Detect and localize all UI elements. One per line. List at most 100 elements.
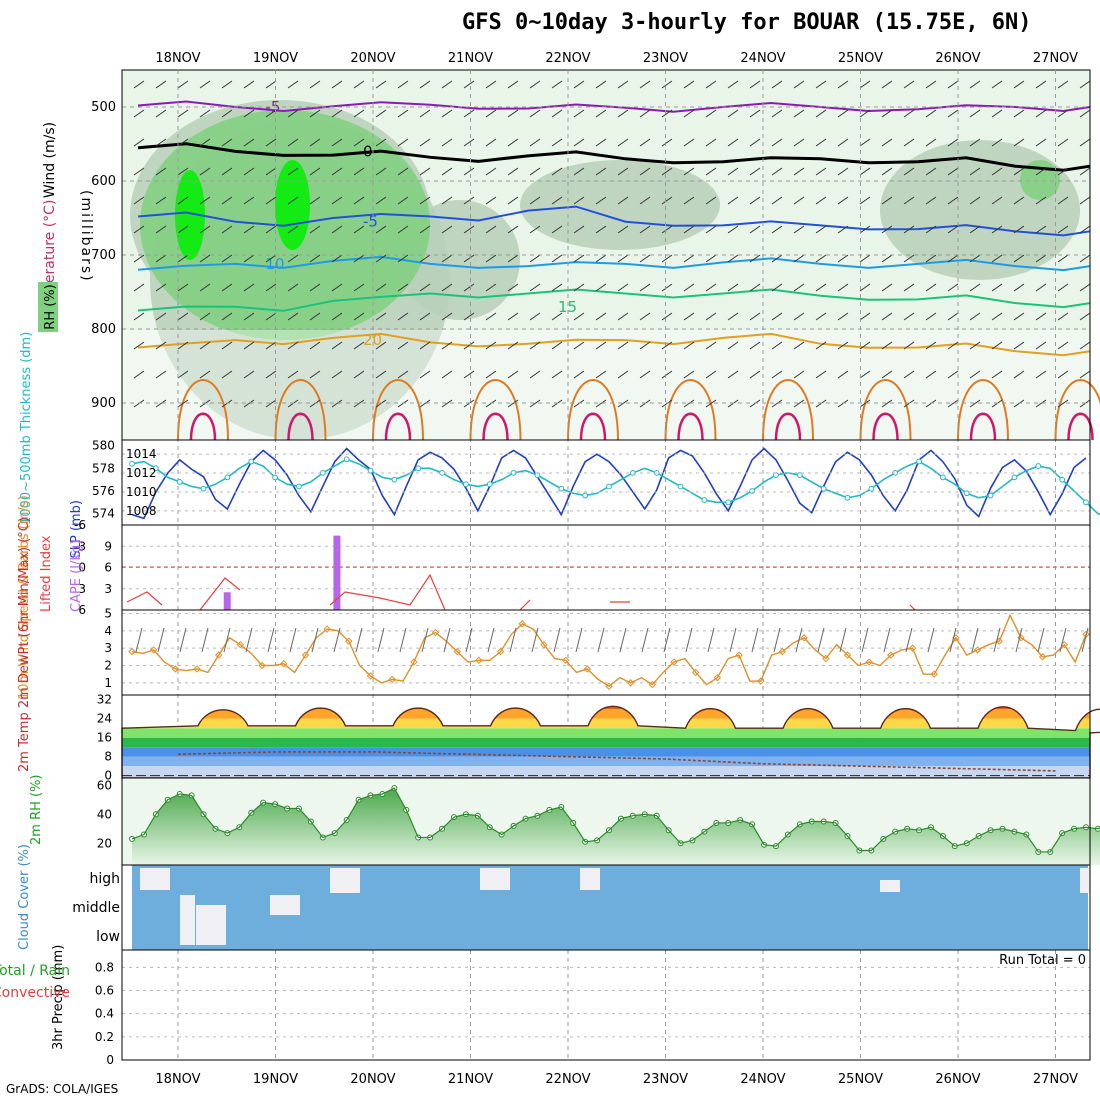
temperature-contour-loop — [274, 379, 327, 441]
contour-label: -5 — [266, 98, 281, 116]
wind-barb — [265, 370, 277, 379]
contour-label: 20 — [363, 331, 382, 349]
wind-barb — [595, 138, 607, 147]
temp-band — [122, 718, 1090, 729]
wind-barb — [727, 341, 739, 350]
wind-barb — [177, 138, 189, 147]
wind-barb — [287, 225, 299, 234]
y-tick-label-right: 3 — [104, 582, 112, 596]
wind-barb — [243, 370, 255, 379]
wind-barb — [859, 80, 871, 89]
wind-barb — [859, 341, 871, 350]
wind-barb — [617, 370, 629, 379]
wind-barb — [243, 254, 255, 263]
wind-barb — [727, 370, 739, 379]
wind-barb — [531, 627, 539, 653]
wind-barb — [881, 109, 893, 118]
wind-barb — [399, 627, 407, 653]
thickness-point — [152, 465, 159, 472]
wind-barb — [1079, 370, 1091, 379]
wind-barb — [859, 283, 871, 292]
wind-barb — [179, 627, 187, 653]
wind-barb — [507, 196, 519, 205]
credit-label: GrADS: COLA/IGES — [6, 1082, 119, 1096]
wind-barb — [749, 196, 761, 205]
y-tick-label: 16 — [97, 731, 112, 745]
wind-barb — [441, 254, 453, 263]
y-tick-label: 0.6 — [95, 984, 114, 998]
y-tick-label: 0 — [106, 1053, 114, 1067]
wind-barb — [795, 627, 803, 653]
wind-barb — [793, 399, 805, 408]
wind-barb — [221, 80, 233, 89]
x-tick-label: 25NOV — [838, 51, 883, 66]
wind-barb — [925, 283, 937, 292]
temperature-contour-loop — [287, 412, 314, 441]
wind-barb — [1057, 341, 1069, 350]
wind-barb — [155, 196, 167, 205]
rh-legend-swatch — [38, 282, 58, 332]
contour-label: -5 — [363, 213, 378, 231]
wind-barb — [199, 283, 211, 292]
temp-line — [121, 705, 1100, 779]
thickness-point — [367, 467, 374, 474]
wind-barb — [617, 341, 629, 350]
side-label: RH (%) — [43, 284, 58, 329]
wind-barb — [773, 627, 781, 653]
wind-barb — [309, 167, 321, 176]
temp-band — [122, 747, 1090, 757]
rh-region — [175, 170, 205, 260]
wind-barb — [309, 109, 321, 118]
wind-barb — [331, 370, 343, 379]
temperature-contour — [137, 288, 1091, 312]
cloud-gap — [480, 868, 510, 890]
wind-barb — [639, 283, 651, 292]
wind-barb — [661, 138, 673, 147]
wind-barb — [177, 312, 189, 321]
wind-barb — [859, 399, 871, 408]
wind-barb — [551, 225, 563, 234]
x-tick-label: 25NOV — [838, 1072, 883, 1087]
cloud-gap — [140, 868, 170, 890]
wind-barb — [639, 80, 651, 89]
wind-barb — [595, 109, 607, 118]
wind-barb — [729, 627, 737, 653]
wind-barb — [507, 283, 519, 292]
wind-barb — [947, 341, 959, 350]
wind-barb — [595, 254, 607, 263]
wind-barb — [177, 399, 189, 408]
wind-barb — [1059, 627, 1067, 653]
wind-barb — [135, 627, 143, 653]
wind-barb — [837, 283, 849, 292]
wind-barb — [991, 341, 1003, 350]
wind-barb — [1079, 80, 1091, 89]
thickness-point — [224, 474, 231, 481]
wind-barb — [771, 80, 783, 89]
wind-barb — [815, 80, 827, 89]
x-tick-label: 19NOV — [253, 51, 298, 66]
wind-barb — [463, 283, 475, 292]
wind-barb — [639, 196, 651, 205]
x-tick-label: 24NOV — [740, 51, 785, 66]
wind-barb — [751, 627, 759, 653]
wind-barb — [749, 370, 761, 379]
wind-barb — [221, 370, 233, 379]
thickness-point — [1083, 499, 1089, 506]
y-tick-label: 60 — [97, 778, 112, 792]
wind-barb — [595, 196, 607, 205]
wind-barb — [815, 341, 827, 350]
wind-barb — [155, 341, 167, 350]
y-tick-label: 0.4 — [95, 1007, 114, 1021]
wind-barb — [309, 80, 321, 89]
wind-barb — [507, 225, 519, 234]
wind-barb — [507, 109, 519, 118]
wind-barb — [705, 254, 717, 263]
temperature-contour-loop — [1067, 412, 1094, 441]
precip-legend-label: Convective — [0, 985, 70, 1001]
wind-barb — [265, 109, 277, 118]
y-axis-label: (millibars) — [78, 190, 94, 283]
wind-barb — [859, 225, 871, 234]
wind-barb — [529, 138, 541, 147]
wind-barb — [947, 254, 959, 263]
